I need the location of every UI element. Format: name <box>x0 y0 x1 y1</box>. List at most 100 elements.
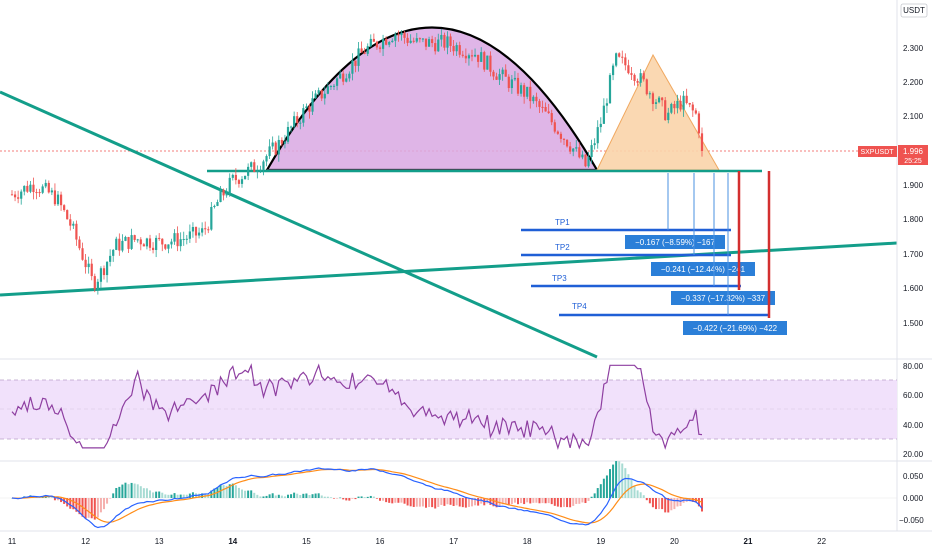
macd-histogram-bar <box>348 498 351 501</box>
candle-body <box>10 194 14 196</box>
candle-body <box>682 95 685 110</box>
candle-body <box>13 194 17 198</box>
candle-body <box>305 106 308 109</box>
price-pane[interactable]: TP1 −0.167 (−8.59%) −167 TP2 −0.241 (−12… <box>0 0 898 359</box>
macd-histogram-bar <box>339 497 342 499</box>
macd-tick-zero: 0.000 <box>903 494 924 503</box>
macd-histogram-bar <box>688 498 691 502</box>
candle-body <box>72 223 75 226</box>
macd-histogram-bar <box>103 498 105 510</box>
macd-histogram-bar <box>418 498 421 507</box>
macd-histogram-bar <box>507 498 510 506</box>
candle-body <box>523 85 526 97</box>
rsi-band <box>0 380 897 439</box>
symbol-badge-text: SXPUSDT <box>860 149 894 156</box>
candle-body <box>670 103 673 113</box>
macd-histogram-bar <box>241 489 243 498</box>
macd-histogram-bar <box>112 493 115 498</box>
time-axis[interactable]: 11 12 13 14 15 16 17 18 19 20 21 22 <box>8 537 827 546</box>
macd-histogram-bar <box>198 493 201 498</box>
macd-histogram-bar <box>596 488 599 498</box>
candle-body <box>673 103 676 109</box>
candle-body <box>342 73 345 82</box>
candle-body <box>96 281 99 290</box>
macd-histogram-bar <box>167 494 170 498</box>
candle-body <box>308 106 311 112</box>
candle-body <box>213 205 216 207</box>
macd-histogram-bar <box>185 494 188 498</box>
last-price-badge <box>898 145 928 165</box>
price-tick-2100: 2.100 <box>903 112 924 121</box>
candle-body <box>483 52 486 70</box>
candle-body <box>581 154 584 158</box>
macd-histogram-bar <box>124 482 127 498</box>
macd-histogram-bar <box>581 498 584 503</box>
macd-tick-pos: 0.050 <box>903 472 924 481</box>
macd-histogram-bar <box>188 493 191 498</box>
price-tick-2300: 2.300 <box>903 44 924 53</box>
candle-body <box>621 56 624 58</box>
macd-pane[interactable] <box>0 461 897 529</box>
rsi-pane[interactable] <box>0 363 897 450</box>
candle-body <box>339 73 342 79</box>
candle-body <box>210 206 213 230</box>
candle-body <box>473 54 477 57</box>
candle-body <box>688 103 691 105</box>
candle-body <box>415 38 418 42</box>
candle-body <box>87 263 90 268</box>
macd-histogram-bar <box>53 498 56 501</box>
macd-histogram-bar <box>253 492 256 498</box>
measure-text-tp4: −0.422 (−21.69%) −422 <box>693 324 778 333</box>
macd-histogram-bar <box>517 498 519 505</box>
candle-body <box>550 113 553 123</box>
candle-body <box>452 45 455 52</box>
candle-body <box>394 34 397 41</box>
macd-histogram-bar <box>590 496 593 498</box>
macd-histogram-bar <box>664 498 667 513</box>
candle-body <box>596 127 599 144</box>
candle-body <box>375 41 379 48</box>
macd-histogram-bar <box>504 498 507 504</box>
candle-body <box>118 238 121 251</box>
macd-histogram-bar <box>428 498 431 508</box>
candle-body <box>654 102 658 104</box>
candle-body <box>427 39 431 47</box>
candle-body <box>234 174 237 181</box>
candle-body <box>237 180 241 184</box>
macd-histogram-bar <box>529 498 532 504</box>
macd-histogram-bar <box>93 498 96 520</box>
rsi-tick-40: 40.00 <box>903 421 924 430</box>
candle-body <box>302 108 305 123</box>
candle-body <box>661 97 664 101</box>
macd-histogram-bar <box>84 498 87 519</box>
candle-body <box>449 36 452 46</box>
candle-body <box>161 238 164 245</box>
macd-histogram-bar <box>317 493 320 498</box>
candle-body <box>446 36 449 48</box>
candle-body <box>498 74 501 80</box>
target-tp4: TP4 −0.422 (−21.69%) −422 <box>559 173 787 335</box>
candle-body <box>443 34 446 48</box>
candle-body <box>20 191 23 199</box>
candle-body <box>559 133 563 139</box>
candle-body <box>170 241 173 245</box>
candle-body <box>50 190 53 193</box>
macd-histogram-bar <box>452 498 455 506</box>
macd-histogram-bar <box>593 493 596 498</box>
candle-body <box>572 148 575 152</box>
macd-histogram-bar <box>670 498 673 511</box>
candle-body <box>253 162 256 172</box>
candle-body <box>618 53 621 57</box>
price-axis[interactable]: USDT 2.300 2.200 2.100 1.900 1.800 1.700… <box>858 3 928 525</box>
candle-body <box>262 161 265 170</box>
candle-body <box>216 202 219 206</box>
macd-histogram-bar <box>406 498 409 506</box>
macd-tick-neg: −0.050 <box>899 516 924 525</box>
candle-body <box>366 46 369 54</box>
candle-body <box>431 39 434 44</box>
candle-body <box>639 73 642 83</box>
candle-body <box>105 261 109 276</box>
macd-histogram-bar <box>658 498 661 510</box>
candle-body <box>645 79 648 95</box>
